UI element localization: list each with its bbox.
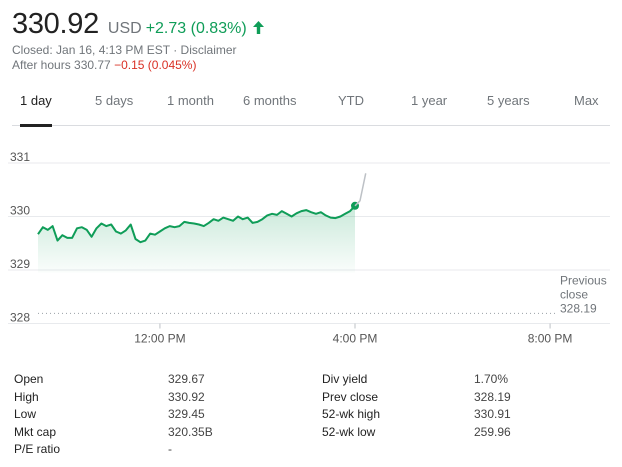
- price-line: 330.92 USD +2.73 (0.83%): [12, 8, 612, 41]
- stat-label-52wk-low: 52-wk low: [322, 424, 376, 439]
- after-hours-line: [354, 173, 367, 207]
- price-area-fill: [38, 205, 355, 273]
- stat-value-52wk-low: 259.96: [474, 424, 511, 439]
- stat-value-high: 330.92: [168, 389, 205, 404]
- stat-label-high: High: [14, 389, 39, 404]
- quote-header: 330.92 USD +2.73 (0.83%) Closed: Jan 16,…: [12, 8, 612, 73]
- stats-row: Mkt cap 320.35B 52-wk low 259.96: [14, 424, 614, 442]
- previous-close-label: close: [560, 287, 588, 301]
- stat-label-52wk-high: 52-wk high: [322, 407, 381, 421]
- stat-label-open: Open: [14, 372, 44, 386]
- closed-status: Closed: Jan 16, 4:13 PM EST · Disclaimer: [12, 43, 612, 58]
- x-tick-label: 4:00 PM: [333, 332, 378, 346]
- tab-5-days[interactable]: 5 days: [95, 93, 134, 108]
- stats-row: High 330.92 Prev close 328.19: [14, 389, 614, 407]
- x-tick-label: 8:00 PM: [528, 332, 573, 346]
- y-tick-label: 329: [10, 257, 30, 271]
- tab-1-day[interactable]: 1 day: [20, 86, 52, 127]
- tab-5-years[interactable]: 5 years: [487, 93, 530, 108]
- current-price: 330.92: [12, 8, 99, 40]
- stat-value-prev-close: 328.19: [474, 389, 511, 404]
- stat-value-mkt-cap: 320.35B: [168, 424, 213, 439]
- range-tabs: 1 day 5 days 1 month 6 months YTD 1 year…: [12, 86, 610, 127]
- disclaimer-link[interactable]: Disclaimer: [180, 43, 237, 57]
- separator-dot: ·: [169, 43, 181, 57]
- y-tick-label: 331: [10, 150, 30, 164]
- price-change: +2.73 (0.83%): [145, 20, 247, 37]
- stat-value-div-yield: 1.70%: [474, 372, 509, 386]
- stats-row: P/E ratio -: [14, 441, 614, 459]
- x-tick-label: 12:00 PM: [134, 332, 185, 346]
- stats-row: Low 329.45 52-wk high 330.91: [14, 406, 614, 424]
- price-line: [37, 205, 356, 244]
- stat-label-prev-close: Prev close: [322, 389, 379, 404]
- tab-6-months[interactable]: 6 months: [243, 93, 297, 108]
- arrow-up-icon: [252, 21, 264, 34]
- y-tick-label: 330: [10, 204, 30, 218]
- stat-label-div-yield: Div yield: [322, 372, 368, 386]
- closed-time: Closed: Jan 16, 4:13 PM EST: [12, 43, 170, 57]
- previous-close-label: Previous: [560, 273, 607, 287]
- after-hours-status: After hours 330.77 −0.15 (0.045%): [12, 58, 612, 73]
- stats-table: Open 329.67 Div yield 1.70% High 330.92 …: [14, 371, 614, 459]
- stat-value-52wk-high: 330.91: [474, 407, 511, 421]
- stat-value-pe-ratio: -: [168, 442, 172, 456]
- y-tick-label: 328: [10, 311, 30, 325]
- after-hours-price: After hours 330.77: [12, 58, 111, 72]
- previous-close-value: 328.19: [560, 301, 597, 315]
- stat-label-low: Low: [14, 407, 37, 421]
- stats-row: Open 329.67 Div yield 1.70%: [14, 371, 614, 389]
- tab-ytd[interactable]: YTD: [338, 93, 364, 108]
- stat-value-open: 329.67: [168, 372, 205, 386]
- tab-max[interactable]: Max: [574, 93, 599, 108]
- after-hours-change: −0.15 (0.045%): [114, 58, 197, 72]
- stat-label-mkt-cap: Mkt cap: [14, 424, 57, 439]
- stat-value-low: 329.45: [168, 407, 205, 421]
- stat-label-pe-ratio: P/E ratio: [14, 442, 61, 456]
- currency-code: USD: [107, 20, 142, 37]
- price-chart[interactable]: 331 330 329 328 12:00 PM 4:00 PM 8:00 PM Previo…: [0, 136, 622, 356]
- tab-1-month[interactable]: 1 month: [167, 93, 214, 108]
- tab-1-year[interactable]: 1 year: [411, 93, 448, 108]
